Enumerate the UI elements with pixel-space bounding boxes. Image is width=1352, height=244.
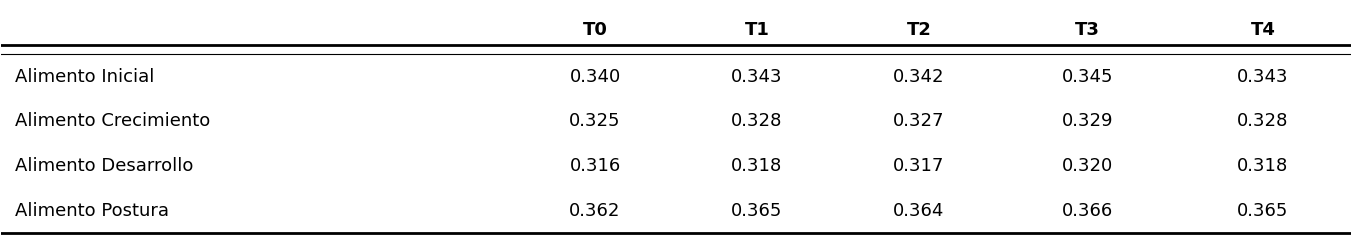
Text: 0.364: 0.364 bbox=[894, 202, 945, 220]
Text: T3: T3 bbox=[1075, 21, 1101, 39]
Text: 0.366: 0.366 bbox=[1061, 202, 1113, 220]
Text: 0.342: 0.342 bbox=[894, 68, 945, 86]
Text: 0.343: 0.343 bbox=[731, 68, 783, 86]
Text: 0.318: 0.318 bbox=[731, 157, 783, 175]
Text: 0.328: 0.328 bbox=[1237, 112, 1288, 130]
Text: 0.340: 0.340 bbox=[569, 68, 621, 86]
Text: 0.365: 0.365 bbox=[731, 202, 783, 220]
Text: 0.362: 0.362 bbox=[569, 202, 621, 220]
Text: Alimento Inicial: Alimento Inicial bbox=[15, 68, 154, 86]
Text: 0.320: 0.320 bbox=[1061, 157, 1113, 175]
Text: Alimento Postura: Alimento Postura bbox=[15, 202, 169, 220]
Text: Alimento Desarrollo: Alimento Desarrollo bbox=[15, 157, 193, 175]
Text: Alimento Crecimiento: Alimento Crecimiento bbox=[15, 112, 210, 130]
Text: 0.317: 0.317 bbox=[894, 157, 945, 175]
Text: T1: T1 bbox=[745, 21, 769, 39]
Text: 0.327: 0.327 bbox=[894, 112, 945, 130]
Text: 0.345: 0.345 bbox=[1061, 68, 1113, 86]
Text: T0: T0 bbox=[583, 21, 607, 39]
Text: 0.318: 0.318 bbox=[1237, 157, 1288, 175]
Text: T2: T2 bbox=[906, 21, 932, 39]
Text: 0.316: 0.316 bbox=[569, 157, 621, 175]
Text: 0.343: 0.343 bbox=[1237, 68, 1288, 86]
Text: T4: T4 bbox=[1251, 21, 1275, 39]
Text: 0.328: 0.328 bbox=[731, 112, 783, 130]
Text: 0.325: 0.325 bbox=[569, 112, 621, 130]
Text: 0.365: 0.365 bbox=[1237, 202, 1288, 220]
Text: 0.329: 0.329 bbox=[1061, 112, 1113, 130]
